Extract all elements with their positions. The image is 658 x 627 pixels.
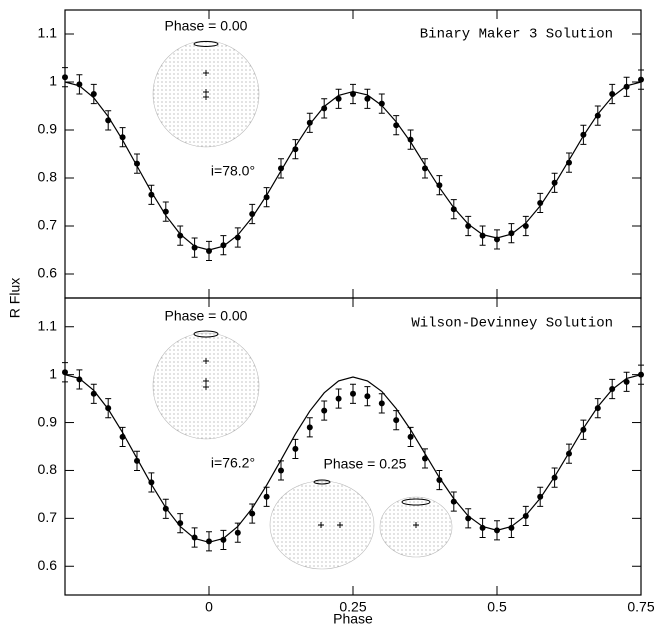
y-axis-label: R Flux bbox=[7, 278, 23, 318]
data-point bbox=[62, 369, 68, 376]
data-point bbox=[306, 119, 313, 126]
data-point bbox=[609, 91, 616, 97]
data-point bbox=[436, 477, 443, 484]
y-tick-label: 0.6 bbox=[38, 557, 58, 573]
x-axis-label: Phase bbox=[333, 611, 373, 627]
y-tick-label: 1 bbox=[49, 365, 57, 381]
y-tick-label: 0.7 bbox=[38, 217, 58, 233]
data-point bbox=[436, 182, 443, 189]
data-point bbox=[177, 232, 184, 239]
data-point bbox=[234, 529, 241, 536]
data-point bbox=[278, 165, 284, 172]
data-point bbox=[407, 136, 414, 143]
data-point bbox=[566, 159, 572, 166]
y-tick-label: 1.1 bbox=[38, 25, 58, 41]
data-point bbox=[450, 206, 457, 213]
model-curve bbox=[64, 374, 642, 543]
data-point bbox=[249, 510, 256, 517]
x-tick-label: 0.5 bbox=[487, 599, 507, 615]
y-tick-label: 1 bbox=[49, 73, 57, 89]
data-point bbox=[321, 105, 328, 112]
data-point bbox=[292, 445, 299, 452]
data-point bbox=[321, 407, 328, 414]
binary-model-quarter bbox=[269, 479, 453, 570]
y-tick-label: 0.9 bbox=[38, 121, 58, 137]
y-tick-label: 1.1 bbox=[38, 317, 58, 333]
x-tick-label: 0 bbox=[205, 599, 213, 615]
annotation: Phase = 0.00 bbox=[165, 18, 248, 34]
data-point bbox=[393, 417, 400, 424]
y-tick-label: 0.7 bbox=[38, 509, 58, 525]
annotation: Phase = 0.00 bbox=[165, 308, 248, 324]
data-point bbox=[364, 95, 371, 102]
annotation: Phase = 0.25 bbox=[324, 456, 407, 472]
annotation: i=76.2° bbox=[211, 455, 255, 471]
data-point bbox=[364, 393, 371, 400]
y-tick-label: 0.8 bbox=[38, 169, 58, 185]
annotation: Wilson-Devinney Solution bbox=[411, 316, 613, 332]
data-point bbox=[263, 493, 270, 500]
y-tick-label: 0.6 bbox=[38, 265, 58, 281]
x-tick-label: 0.25 bbox=[339, 599, 366, 615]
data-point bbox=[350, 390, 356, 397]
annotation: Binary Maker 3 Solution bbox=[420, 27, 613, 43]
data-point bbox=[306, 424, 313, 431]
data-point bbox=[335, 395, 342, 402]
star-model-top bbox=[152, 40, 260, 148]
x-tick-label: 0.75 bbox=[627, 599, 654, 615]
data-point bbox=[278, 467, 284, 474]
data-point bbox=[378, 400, 385, 407]
data-point bbox=[263, 194, 270, 201]
data-point bbox=[62, 74, 68, 81]
data-point bbox=[522, 223, 529, 229]
annotation: i=78.0° bbox=[211, 163, 255, 179]
star-model-bottom bbox=[152, 330, 260, 440]
plot-frame bbox=[64, 9, 642, 299]
model-curve bbox=[64, 81, 642, 251]
data-point bbox=[90, 91, 97, 97]
data-point bbox=[206, 538, 212, 545]
y-tick-label: 0.8 bbox=[38, 461, 58, 477]
y-tick-label: 0.9 bbox=[38, 413, 58, 429]
data-point bbox=[638, 76, 644, 83]
data-point bbox=[407, 433, 414, 440]
